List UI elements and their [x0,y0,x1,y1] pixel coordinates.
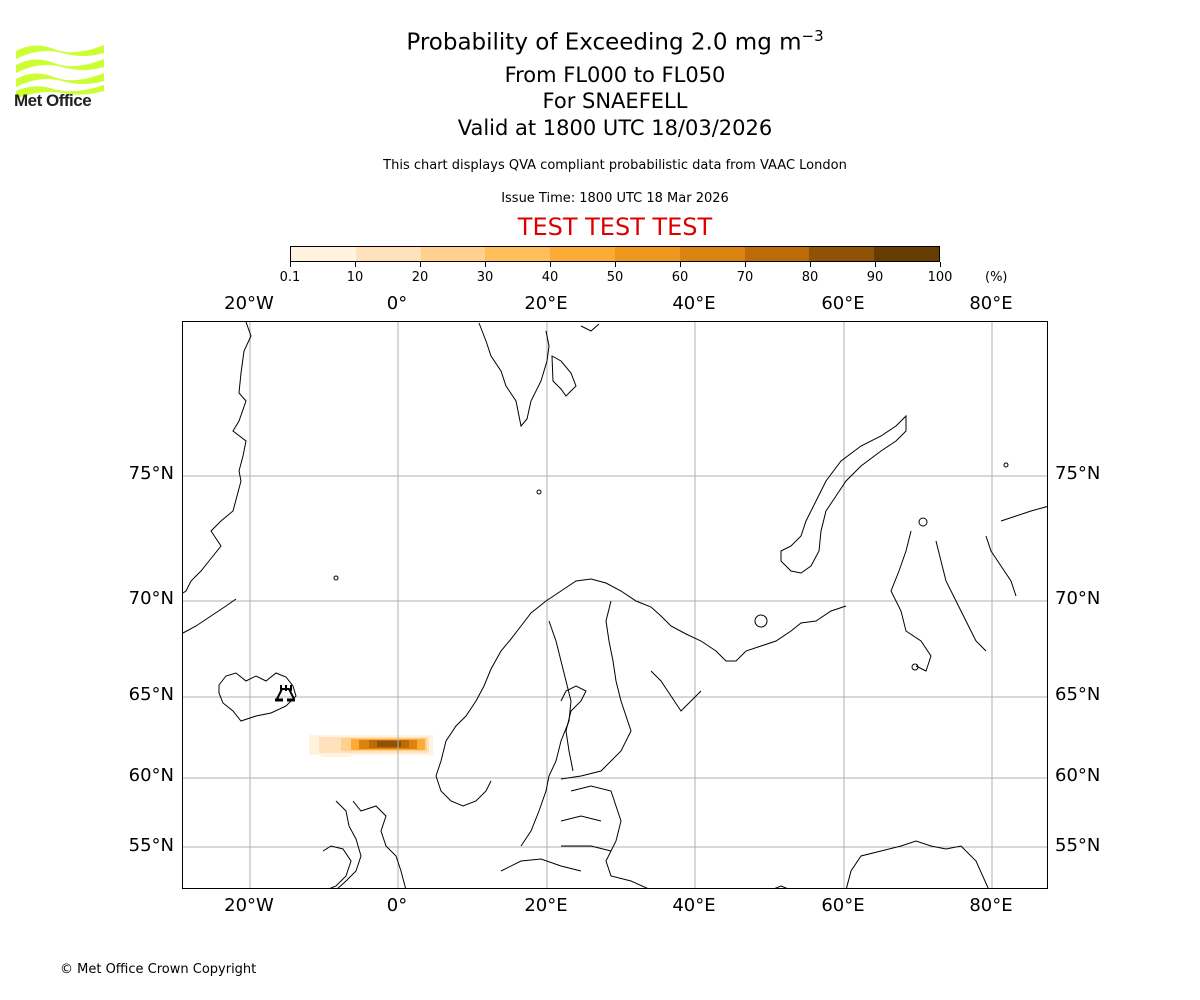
colorbar-tick-label: 70 [736,270,754,285]
chart-title: Probability of Exceeding 2.0 mg m−3 [406,27,824,56]
valid-time: Valid at 1800 UTC 18/03/2026 [457,116,773,140]
colorbar-segment [744,247,810,261]
issue-time: Issue Time: 1800 UTC 18 Mar 2026 [501,191,729,206]
lon-label-top: 40°E [672,293,716,314]
colorbar-unit: (%) [985,270,1008,285]
lat-label-right: 60°N [1055,765,1101,786]
lon-label-top: 20°E [524,293,568,314]
colorbar-tick [615,262,616,267]
colorbar-tick-label: 30 [476,270,494,285]
subtitle: This chart displays QVA compliant probab… [383,158,847,173]
lon-label-bottom: 40°E [672,895,716,916]
lon-label-bottom: 80°E [969,895,1013,916]
volcano-name: For SNAEFELL [542,89,688,113]
colorbar-tick [810,262,811,267]
copyright: © Met Office Crown Copyright [60,962,257,977]
colorbar-segment [874,247,939,261]
colorbar-tick-label: 0.1 [279,270,301,285]
lat-label-left: 70°N [128,588,174,609]
lon-label-bottom: 0° [386,895,408,916]
gridlines [183,322,1047,888]
lat-label-left: 55°N [128,835,174,856]
colorbar-tick [550,262,551,267]
colorbar-tick-label: 40 [541,270,559,285]
ash-plume [309,735,433,757]
lon-label-top: 60°E [821,293,865,314]
lat-label-right: 55°N [1055,835,1101,856]
volcano-symbol-icon [275,685,295,702]
logo-text: Met Office [14,91,92,110]
lat-label-left: 75°N [128,463,174,484]
colorbar-tick [680,262,681,267]
lat-label-left: 65°N [128,684,174,705]
colorbar-tick [940,262,941,267]
colorbar-tick [420,262,421,267]
colorbar-tick [290,262,291,267]
colorbar-segment [614,247,680,261]
colorbar-segment [679,247,745,261]
colorbar-tick [875,262,876,267]
met-office-waves-icon [16,45,104,99]
lat-label-left: 60°N [128,765,174,786]
colorbar-tick-label: 50 [606,270,624,285]
flight-levels: From FL000 to FL050 [504,63,726,87]
test-banner: TEST TEST TEST [517,213,713,241]
colorbar-tick-label: 10 [346,270,364,285]
colorbar-segment [291,247,356,261]
colorbar-segment [355,247,421,261]
colorbar-tick-label: 20 [411,270,429,285]
colorbar-segment [550,247,615,261]
lon-label-bottom: 20°E [524,895,568,916]
lon-label-top: 0° [386,293,408,314]
colorbar-segment [485,247,551,261]
colorbar-tick-label: 80 [801,270,819,285]
lon-label-bottom: 60°E [821,895,865,916]
colorbar-tick [485,262,486,267]
lon-label-bottom: 20°W [224,895,274,916]
colorbar-tick-label: 90 [866,270,884,285]
lat-label-right: 70°N [1055,588,1101,609]
colorbar-tick-label: 100 [927,270,953,285]
lon-label-top: 20°W [224,293,274,314]
coastlines [183,322,1047,888]
colorbar-tick-label: 60 [671,270,689,285]
lon-label-top: 80°E [969,293,1013,314]
lat-label-right: 75°N [1055,463,1101,484]
colorbar-tick [745,262,746,267]
lat-label-right: 65°N [1055,684,1101,705]
map-panel[interactable] [182,321,1048,889]
map-canvas [183,322,1047,888]
colorbar-segment [420,247,486,261]
colorbar-tick [355,262,356,267]
colorbar [290,246,940,262]
colorbar-segment [809,247,875,261]
